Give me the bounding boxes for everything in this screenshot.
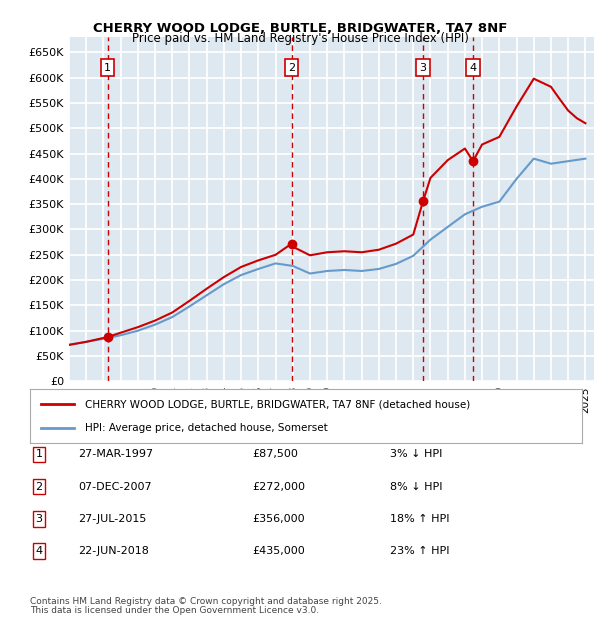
Text: CHERRY WOOD LODGE, BURTLE, BRIDGWATER, TA7 8NF (detached house): CHERRY WOOD LODGE, BURTLE, BRIDGWATER, T… — [85, 399, 470, 409]
Text: £435,000: £435,000 — [252, 546, 305, 556]
Text: 27-MAR-1997: 27-MAR-1997 — [78, 450, 153, 459]
Text: £356,000: £356,000 — [252, 514, 305, 524]
Text: 8% ↓ HPI: 8% ↓ HPI — [390, 482, 443, 492]
Text: 07-DEC-2007: 07-DEC-2007 — [78, 482, 152, 492]
Text: 1: 1 — [35, 450, 43, 459]
Text: 3: 3 — [419, 63, 427, 73]
Text: 2: 2 — [288, 63, 295, 73]
Text: Contains HM Land Registry data © Crown copyright and database right 2025.: Contains HM Land Registry data © Crown c… — [30, 597, 382, 606]
Text: 3: 3 — [35, 514, 43, 524]
Text: 18% ↑ HPI: 18% ↑ HPI — [390, 514, 449, 524]
Text: 4: 4 — [469, 63, 476, 73]
Text: £87,500: £87,500 — [252, 450, 298, 459]
Text: 3% ↓ HPI: 3% ↓ HPI — [390, 450, 442, 459]
Text: 4: 4 — [35, 546, 43, 556]
Text: 27-JUL-2015: 27-JUL-2015 — [78, 514, 146, 524]
Text: £272,000: £272,000 — [252, 482, 305, 492]
Text: 22-JUN-2018: 22-JUN-2018 — [78, 546, 149, 556]
Text: 2: 2 — [35, 482, 43, 492]
Text: 1: 1 — [104, 63, 111, 73]
Text: 23% ↑ HPI: 23% ↑ HPI — [390, 546, 449, 556]
Text: Price paid vs. HM Land Registry's House Price Index (HPI): Price paid vs. HM Land Registry's House … — [131, 32, 469, 45]
Text: HPI: Average price, detached house, Somerset: HPI: Average price, detached house, Some… — [85, 423, 328, 433]
Text: CHERRY WOOD LODGE, BURTLE, BRIDGWATER, TA7 8NF: CHERRY WOOD LODGE, BURTLE, BRIDGWATER, T… — [93, 22, 507, 35]
Text: This data is licensed under the Open Government Licence v3.0.: This data is licensed under the Open Gov… — [30, 606, 319, 615]
